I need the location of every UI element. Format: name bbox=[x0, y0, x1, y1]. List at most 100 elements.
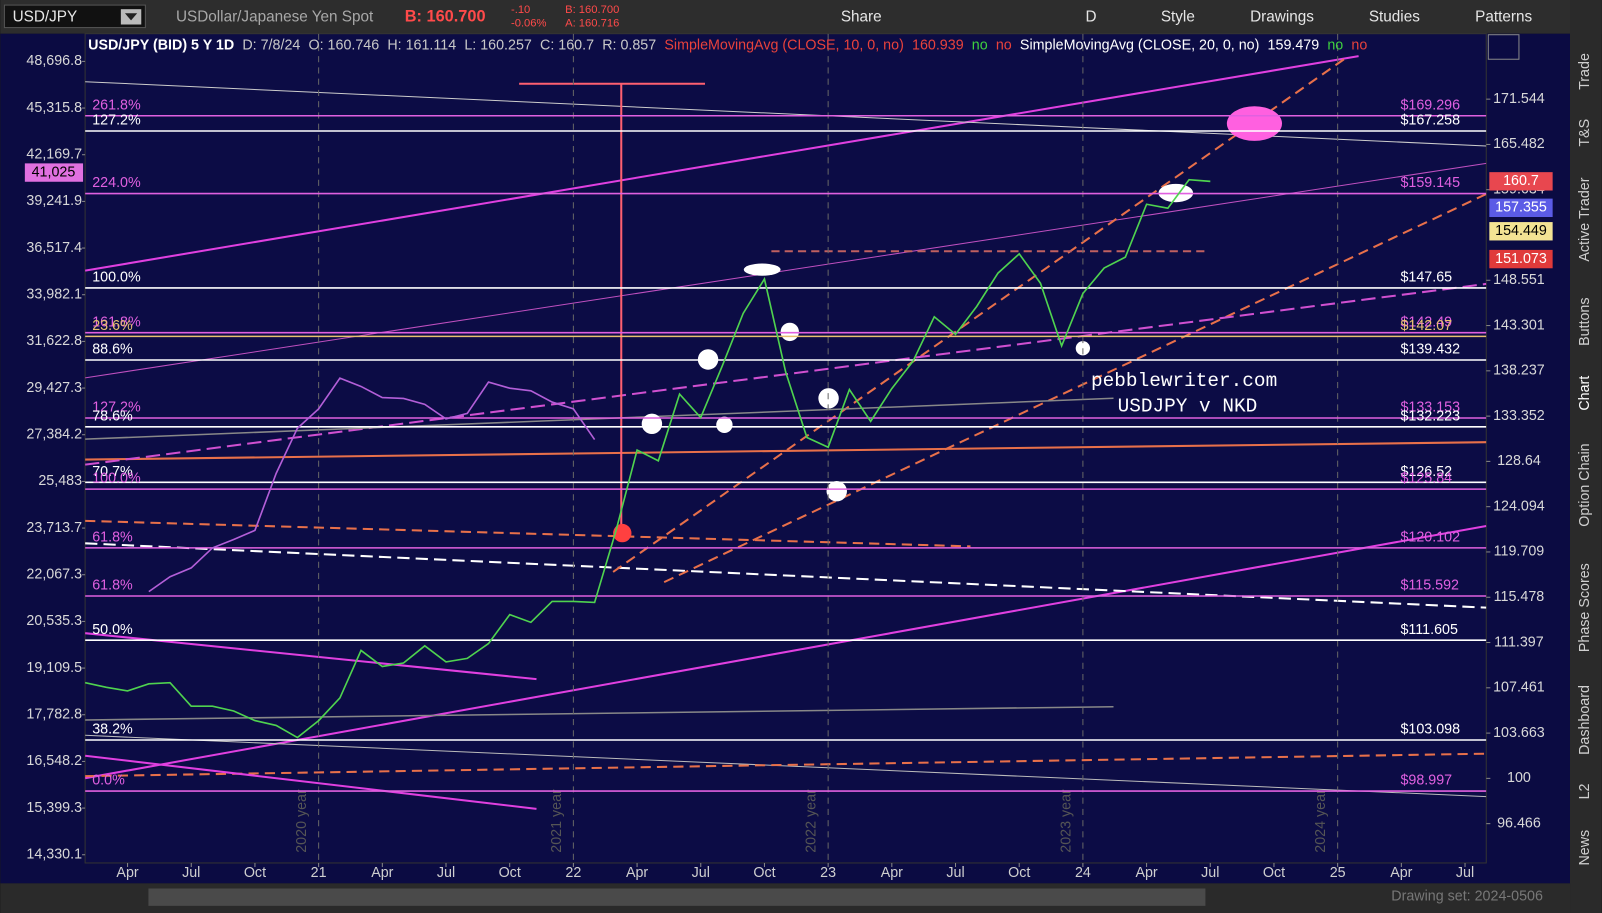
study-header-item: SimpleMovingAvg (CLOSE, 10, 0, no) bbox=[664, 38, 903, 54]
y2-marker-label: 41,025 bbox=[32, 164, 76, 180]
fib-price-label: $169.296 bbox=[1400, 97, 1460, 113]
axis-menu[interactable] bbox=[1487, 34, 1520, 60]
marker bbox=[613, 523, 632, 543]
y2-tick-label: 27,384.2 bbox=[26, 427, 82, 443]
fib-label: 61.8% bbox=[92, 578, 133, 594]
fib-price-label: $115.592 bbox=[1400, 578, 1459, 594]
description: USDollar/Japanese Yen Spot bbox=[176, 8, 374, 25]
y2-tick-label: 45,315.8 bbox=[26, 100, 82, 116]
x-tick-label: 22 bbox=[565, 865, 581, 881]
x-tick-label: Apr bbox=[1390, 865, 1412, 881]
study-header-item: R: 0.857 bbox=[602, 38, 656, 54]
sidebar-tab[interactable]: Trade bbox=[1577, 53, 1593, 90]
y2-tick-label: 15,399.3 bbox=[26, 800, 82, 816]
symbol-box[interactable] bbox=[3, 4, 146, 29]
y2-tick-label: 36,517.4 bbox=[26, 240, 82, 256]
study-header-item: no bbox=[1327, 38, 1343, 54]
change: -.10 bbox=[511, 4, 530, 16]
year-label: 2023 year bbox=[1058, 789, 1074, 853]
fib-label: 100.0% bbox=[92, 269, 141, 285]
fib-label: 61.8% bbox=[92, 529, 133, 545]
toolbar-button[interactable]: Patterns bbox=[1475, 8, 1532, 25]
sidebar-tab[interactable]: Active Trader bbox=[1577, 177, 1593, 261]
sidebar-tab[interactable]: Buttons bbox=[1577, 297, 1593, 345]
x-tick-label: 21 bbox=[311, 865, 327, 881]
fib-label: 127.2% bbox=[92, 400, 141, 416]
x-tick-label: Apr bbox=[116, 865, 138, 881]
year-label: 2022 year bbox=[804, 789, 820, 853]
study-header-item: L: 160.257 bbox=[464, 38, 532, 54]
year-label: 2020 year bbox=[294, 789, 310, 853]
study-header-item: C: 160.7 bbox=[540, 38, 594, 54]
y2-tick-label: 17,782.8 bbox=[26, 707, 82, 723]
toolbar-button[interactable]: Studies bbox=[1369, 8, 1420, 25]
drawing-set: Drawing set: 2024-0506 bbox=[1391, 888, 1543, 904]
x-tick-label: Apr bbox=[1135, 865, 1157, 881]
series-line bbox=[85, 178, 1211, 739]
sidebar-tab[interactable]: L2 bbox=[1577, 783, 1593, 799]
sidebar-tab[interactable]: T&S bbox=[1577, 119, 1593, 147]
y-tick-label: 143.301 bbox=[1493, 317, 1545, 333]
plot-area bbox=[84, 33, 1487, 864]
series-line bbox=[148, 377, 596, 593]
study-header-item: no bbox=[996, 38, 1012, 54]
scroll-thumb[interactable] bbox=[148, 888, 1206, 906]
toolbar-button[interactable]: Style bbox=[1161, 8, 1195, 25]
marker bbox=[716, 416, 733, 434]
fib-price-label: $125.84 bbox=[1400, 471, 1452, 487]
ask-small: A: 160.716 bbox=[565, 17, 619, 29]
y-tick-label: 115.478 bbox=[1494, 589, 1545, 605]
toolbar-button[interactable]: Share bbox=[841, 8, 882, 25]
price-marker bbox=[1489, 222, 1553, 241]
y-tick-label: 171.544 bbox=[1493, 91, 1545, 107]
symbol[interactable]: USD/JPY bbox=[13, 8, 78, 25]
fib-price-label: $142.07 bbox=[1400, 318, 1452, 334]
y2-tick-label: 31,622.8 bbox=[26, 333, 82, 349]
fib-label: 127.2% bbox=[92, 113, 141, 129]
x-tick-label: Oct bbox=[753, 865, 775, 881]
fib-price-label: $167.258 bbox=[1400, 113, 1460, 129]
marker bbox=[826, 481, 847, 502]
sidebar-tab[interactable]: Dashboard bbox=[1577, 685, 1593, 755]
price-marker-label: 151.073 bbox=[1495, 251, 1547, 267]
price-marker-label: 160.7 bbox=[1503, 173, 1539, 189]
dropdown-arrow bbox=[124, 13, 138, 21]
fib-price-label: $103.098 bbox=[1400, 722, 1460, 738]
y2-tick-label: 16,548.2 bbox=[26, 753, 82, 769]
y-tick-label: 128.64 bbox=[1497, 453, 1541, 469]
markers bbox=[613, 106, 1283, 543]
watermark: pebblewriter.com bbox=[1091, 370, 1277, 392]
y2-tick-label: 22,067.3 bbox=[26, 567, 82, 583]
fib-label: 224.0% bbox=[92, 175, 141, 191]
x-tick-label: Jul bbox=[437, 865, 455, 881]
y2-tick-label: 33,982.1 bbox=[26, 287, 82, 303]
study-header-item: USD/JPY (BID) 5 Y 1D bbox=[88, 38, 234, 54]
toolbar-button[interactable]: Drawings bbox=[1250, 8, 1314, 25]
y-tick-label: 165.482 bbox=[1493, 136, 1545, 152]
fib-label: 38.2% bbox=[92, 722, 133, 738]
fib-price-label: $120.102 bbox=[1400, 529, 1460, 545]
y2-tick-label: 20,535.3 bbox=[26, 613, 82, 629]
target-ellipse bbox=[1226, 106, 1283, 141]
plot: 2020 year 2021 year 2022 year 2023 year 2024… bbox=[85, 33, 1487, 863]
x-tick-label: Apr bbox=[626, 865, 648, 881]
marker bbox=[780, 322, 799, 342]
x-tick-label: Jul bbox=[182, 865, 200, 881]
sidebar-tab[interactable]: News bbox=[1577, 830, 1593, 866]
fib-price-label: $133.153 bbox=[1400, 400, 1460, 416]
y2-tick-label: 19,109.5 bbox=[26, 660, 82, 676]
y-tick-label: 124.094 bbox=[1493, 498, 1545, 514]
sidebar-tab[interactable]: Option Chain bbox=[1577, 443, 1593, 526]
toolbar-button[interactable]: D bbox=[1086, 8, 1097, 25]
sidebar-tab[interactable]: Chart bbox=[1577, 376, 1593, 411]
price-marker bbox=[1489, 249, 1553, 269]
fib-label: 70.7% bbox=[92, 464, 133, 480]
sidebar-tab[interactable]: Phase Scores bbox=[1577, 563, 1593, 652]
sidebar-tabs: Trade T&S Active Trader Buttons Chart Option … bbox=[1577, 53, 1593, 865]
change-pct: -0.06% bbox=[511, 17, 547, 29]
study-header-item: 160.939 bbox=[912, 38, 964, 54]
x-tick-label: Jul bbox=[692, 865, 710, 881]
study-header-item: SimpleMovingAvg (CLOSE, 20, 0, no) bbox=[1020, 38, 1259, 54]
x-tick-label: Oct bbox=[499, 865, 521, 881]
